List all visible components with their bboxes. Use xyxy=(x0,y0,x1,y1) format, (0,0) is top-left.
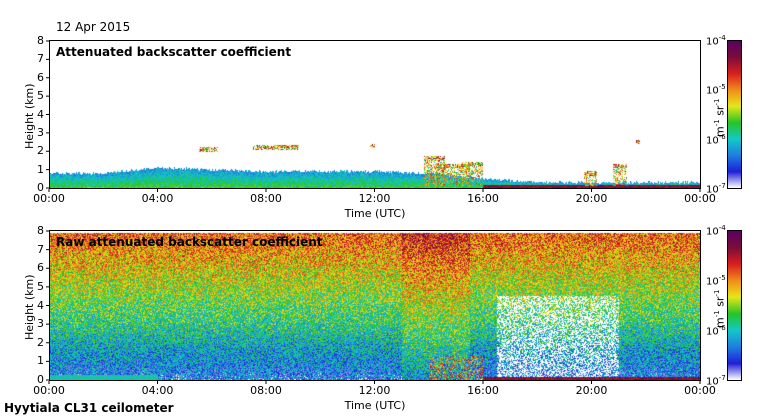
y-tick-label: 3 xyxy=(37,125,44,139)
attenuated-backscatter-panel: Attenuated backscatter coefficient xyxy=(49,40,701,189)
y-tick-label: 4 xyxy=(37,107,44,121)
y-tick-label: 6 xyxy=(37,70,44,84)
y-tick-label: 0 xyxy=(37,181,44,194)
y-tick-label: 3 xyxy=(37,317,44,331)
panel-title: Attenuated backscatter coefficient xyxy=(56,45,292,59)
x-tick-label: 00:00 xyxy=(33,384,65,397)
y-axis-label: Height (km) xyxy=(23,82,36,149)
attenuated-backscatter-heatmap xyxy=(50,41,700,188)
x-tick-label: 16:00 xyxy=(467,384,499,397)
x-tick-label: 04:00 xyxy=(141,384,174,397)
x-tick-label: 00:00 xyxy=(684,192,716,205)
x-axis-label: Time (UTC) xyxy=(344,207,406,220)
date-label: 12 Apr 2015 xyxy=(56,20,131,34)
y-tick-label: 5 xyxy=(37,279,44,293)
y-tick-label: 7 xyxy=(37,242,44,256)
y-tick-label: 8 xyxy=(37,34,44,47)
y-tick-label: 0 xyxy=(37,373,44,386)
x-tick-label: 12:00 xyxy=(358,192,391,205)
x-tick-label: 20:00 xyxy=(575,384,608,397)
y-tick-label: 8 xyxy=(37,224,44,237)
y-tick-label: 1 xyxy=(37,162,44,176)
x-tick-label: 00:00 xyxy=(684,384,716,397)
y-tick-label: 7 xyxy=(37,52,44,66)
colorbar-tick-label: 10-6 xyxy=(706,132,726,146)
x-tick-label: 08:00 xyxy=(250,192,282,205)
y-axis-label: Height (km) xyxy=(23,273,36,340)
x-tick-label: 08:00 xyxy=(250,384,282,397)
panel-title: Raw attenuated backscatter coefficient xyxy=(56,235,323,249)
colorbar-unit-label: m-1 sr-1 xyxy=(713,289,727,328)
colorbar-unit-label: m-1 sr-1 xyxy=(713,98,727,137)
x-axis-label: Time (UTC) xyxy=(344,399,406,412)
y-tick-label: 5 xyxy=(37,89,44,103)
x-tick-label: 16:00 xyxy=(467,192,499,205)
colorbar-tick-label: 10-5 xyxy=(706,274,726,288)
raw-attenuated-backscatter-heatmap xyxy=(50,231,700,380)
colorbar-tick-label: 10-6 xyxy=(706,324,726,338)
raw-attenuated-backscatter-panel: Raw attenuated backscatter coefficient xyxy=(49,230,701,381)
y-tick-label: 2 xyxy=(37,335,44,349)
x-tick-label: 20:00 xyxy=(575,192,608,205)
y-tick-label: 4 xyxy=(37,298,44,312)
colorbar-bottom xyxy=(727,230,742,381)
colorbar-tick-label: 10-4 xyxy=(706,224,726,238)
x-tick-label: 12:00 xyxy=(358,384,391,397)
y-tick-label: 1 xyxy=(37,354,44,368)
colorbar-tick-label: 10-5 xyxy=(706,83,726,97)
colorbar-tick-label: 10-7 xyxy=(706,182,726,196)
colorbar-top xyxy=(727,40,742,189)
x-tick-label: 04:00 xyxy=(141,192,174,205)
instrument-label: Hyytiala CL31 ceilometer xyxy=(4,401,174,415)
y-tick-label: 2 xyxy=(37,144,44,158)
colorbar-tick-label: 10-4 xyxy=(706,34,726,48)
y-tick-label: 6 xyxy=(37,261,44,275)
x-tick-label: 00:00 xyxy=(33,192,65,205)
colorbar-tick-label: 10-7 xyxy=(706,374,726,388)
